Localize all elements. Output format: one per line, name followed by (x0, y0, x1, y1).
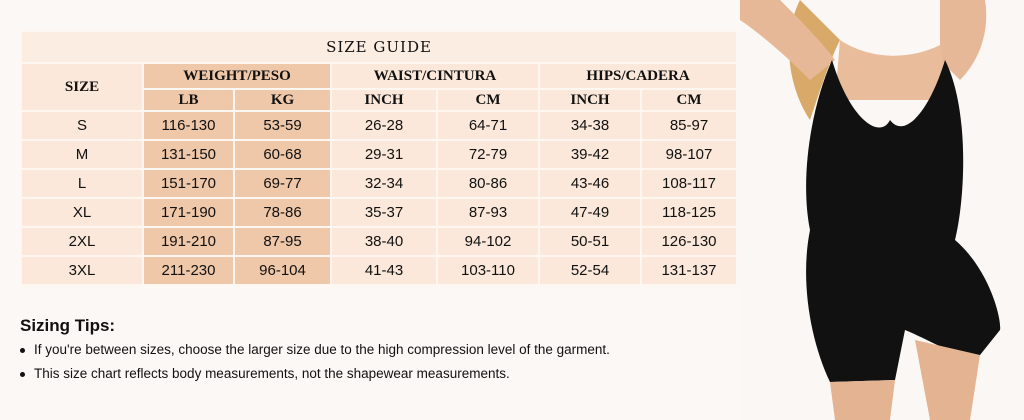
kg-cell: 78-86 (235, 199, 330, 226)
waist-inch-cell: 41-43 (332, 257, 436, 284)
lb-cell: 131-150 (144, 141, 233, 168)
table-row: S 116-130 53-59 26-28 64-71 34-38 85-97 (22, 112, 736, 139)
waist-cm-cell: 103-110 (438, 257, 538, 284)
kg-cell: 96-104 (235, 257, 330, 284)
hips-inch-cell: 47-49 (540, 199, 640, 226)
hips-header: HIPS/CADERA (540, 64, 736, 88)
tip-item: If you're between sizes, choose the larg… (20, 342, 610, 357)
waist-cm-header: CM (438, 90, 538, 110)
size-cell: L (22, 170, 142, 197)
kg-cell: 53-59 (235, 112, 330, 139)
hips-cm-cell: 118-125 (642, 199, 736, 226)
lb-cell: 151-170 (144, 170, 233, 197)
model-photo (740, 0, 1024, 420)
size-cell: 3XL (22, 257, 142, 284)
tip-item: This size chart reflects body measuremen… (20, 366, 610, 381)
size-cell: S (22, 112, 142, 139)
waist-cm-cell: 64-71 (438, 112, 538, 139)
table-row: XL 171-190 78-86 35-37 87-93 47-49 118-125 (22, 199, 736, 226)
lb-header: LB (144, 90, 233, 110)
hips-inch-cell: 43-46 (540, 170, 640, 197)
waist-inch-cell: 29-31 (332, 141, 436, 168)
size-cell: M (22, 141, 142, 168)
table-row: M 131-150 60-68 29-31 72-79 39-42 98-107 (22, 141, 736, 168)
kg-cell: 69-77 (235, 170, 330, 197)
hips-inch-cell: 50-51 (540, 228, 640, 255)
waist-inch-cell: 32-34 (332, 170, 436, 197)
hips-cm-cell: 98-107 (642, 141, 736, 168)
kg-header: KG (235, 90, 330, 110)
bodysuit (806, 60, 1001, 382)
hips-inch-cell: 52-54 (540, 257, 640, 284)
table-title: SIZE GUIDE (22, 32, 736, 62)
hips-cm-header: CM (642, 90, 736, 110)
waist-inch-cell: 35-37 (332, 199, 436, 226)
hips-inch-header: INCH (540, 90, 640, 110)
arm-left (740, 0, 835, 80)
lb-cell: 211-230 (144, 257, 233, 284)
hips-cm-cell: 131-137 (642, 257, 736, 284)
tips-heading: Sizing Tips: (20, 316, 116, 335)
waist-header: WAIST/CINTURA (332, 64, 538, 88)
size-cell: XL (22, 199, 142, 226)
hips-inch-cell: 39-42 (540, 141, 640, 168)
arm-right (940, 0, 987, 80)
lb-cell: 171-190 (144, 199, 233, 226)
hips-inch-cell: 34-38 (540, 112, 640, 139)
size-header: SIZE (22, 64, 142, 110)
waist-inch-header: INCH (332, 90, 436, 110)
size-cell: 2XL (22, 228, 142, 255)
size-guide-table: SIZE GUIDE SIZE WEIGHT/PESO WAIST/CINTUR… (20, 30, 738, 286)
waist-cm-cell: 87-93 (438, 199, 538, 226)
waist-inch-cell: 26-28 (332, 112, 436, 139)
weight-header: WEIGHT/PESO (144, 64, 330, 88)
hips-cm-cell: 126-130 (642, 228, 736, 255)
waist-cm-cell: 80-86 (438, 170, 538, 197)
waist-cm-cell: 94-102 (438, 228, 538, 255)
kg-cell: 87-95 (235, 228, 330, 255)
table-row: 2XL 191-210 87-95 38-40 94-102 50-51 126-130 (22, 228, 736, 255)
hips-cm-cell: 108-117 (642, 170, 736, 197)
waist-cm-cell: 72-79 (438, 141, 538, 168)
kg-cell: 60-68 (235, 141, 330, 168)
lb-cell: 116-130 (144, 112, 233, 139)
hips-cm-cell: 85-97 (642, 112, 736, 139)
legs (830, 340, 980, 420)
lb-cell: 191-210 (144, 228, 233, 255)
table-row: 3XL 211-230 96-104 41-43 103-110 52-54 131-137 (22, 257, 736, 284)
waist-inch-cell: 38-40 (332, 228, 436, 255)
sizing-tips: Sizing Tips: If you're between sizes, ch… (20, 316, 610, 390)
table-row: L 151-170 69-77 32-34 80-86 43-46 108-117 (22, 170, 736, 197)
torso-skin (835, 40, 950, 100)
